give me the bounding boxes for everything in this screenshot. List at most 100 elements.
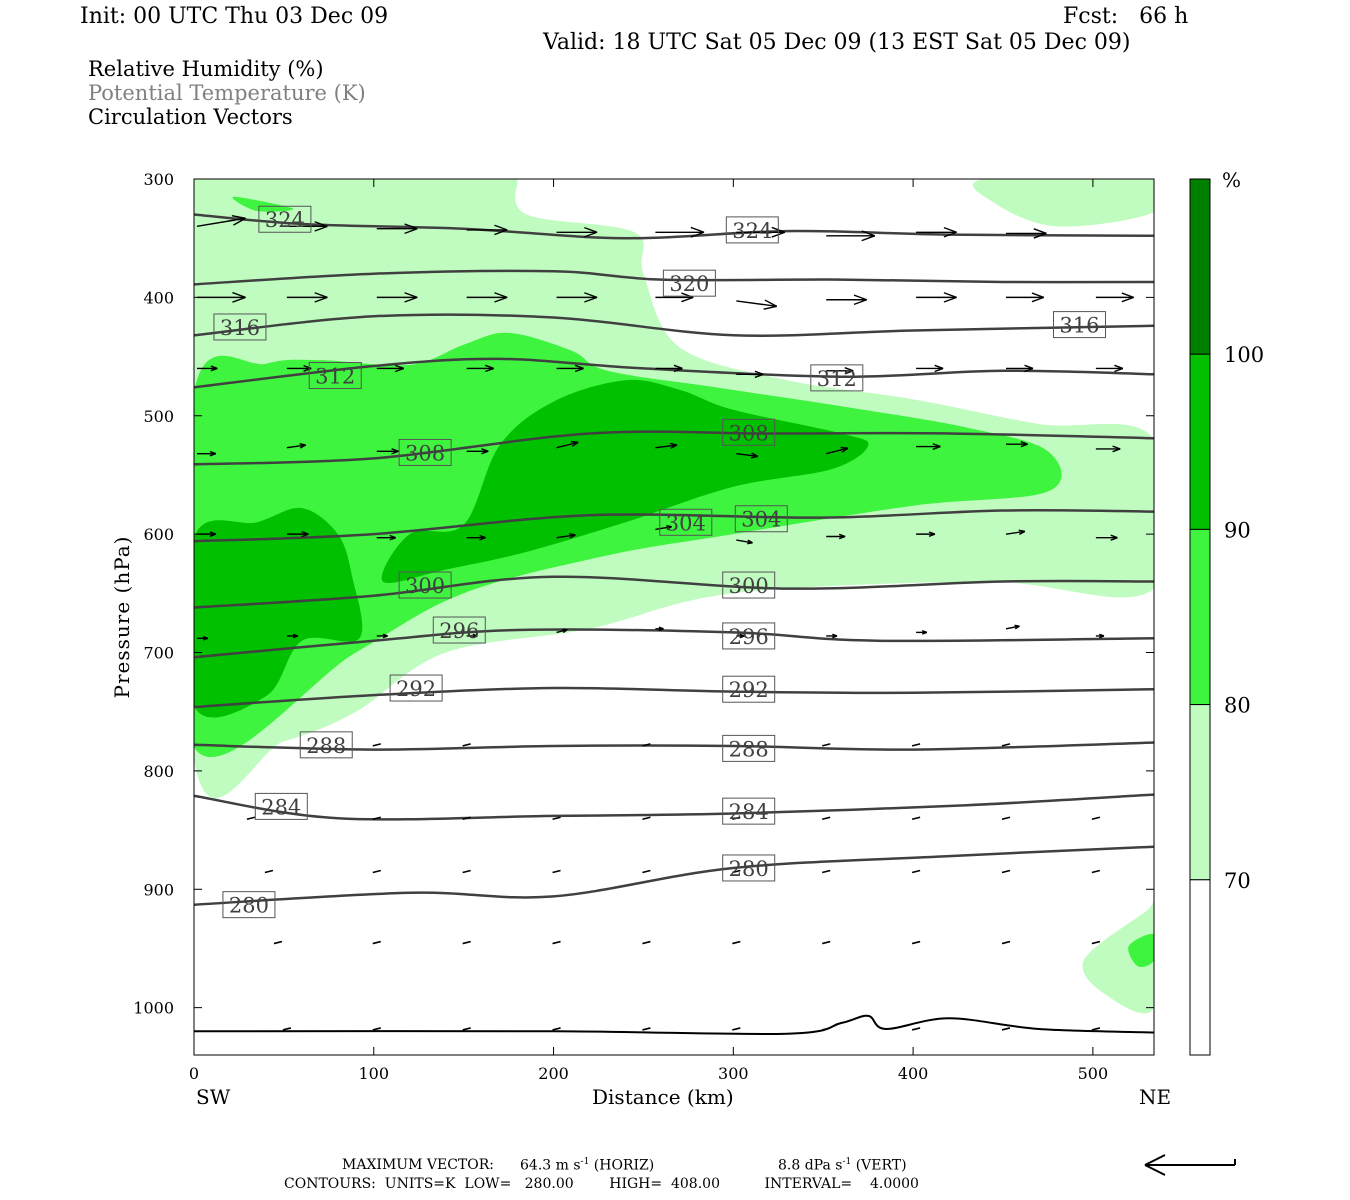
wind-vector [466,364,494,373]
wind-vector-small [282,1027,292,1031]
theta-label-text: 292 [396,677,436,701]
theta-contour-304 [194,508,1154,543]
wind-vector [1095,445,1121,453]
wind-vector [736,539,753,545]
wind-vector-small [552,940,561,945]
wind-vector [1005,364,1034,373]
forecast-hour: Fcst: 66 h [1063,4,1189,29]
y-tick-label: 600 [143,525,174,544]
theta-label: 312 [810,364,864,392]
theta-label: 312 [308,362,362,390]
wind-vector [655,626,664,632]
wind-vector-small [372,1027,381,1031]
wind-vector [655,364,683,373]
wind-vector-small [732,940,741,945]
theta-label-text: 296 [729,625,769,649]
wind-vector [466,633,478,639]
theta-contour-292 [194,686,1154,709]
wind-vector [376,448,399,455]
theta-label-text: 300 [405,574,445,598]
wind-vector [1005,624,1020,630]
theta-label-text: 308 [405,441,445,465]
wind-vector-small [732,869,741,874]
wind-vector [826,633,838,639]
wind-vector-small [732,1027,741,1031]
wind-vector [1095,633,1105,639]
wind-vector [655,442,678,449]
wind-vector-small [462,940,471,945]
wind-vector [376,292,418,303]
wind-vector [556,628,568,634]
theta-contour-288 [194,741,1154,751]
theta-label: 288 [299,731,353,759]
colorbar-label: 90 [1224,518,1251,542]
colorbar-segment [1189,704,1211,881]
theta-contour-324 [194,213,1154,240]
colorbar-label: 70 [1224,869,1251,893]
wind-vector-small [822,940,831,945]
wind-vector [466,224,508,236]
circulation-vectors [196,214,1134,1031]
theta-label: 304 [734,505,788,533]
y-tick-label: 500 [143,407,174,426]
wind-vector [826,533,846,540]
wind-vector [286,292,328,303]
theta-label: 320 [662,269,716,297]
wind-vector [376,364,405,373]
wind-vector [466,534,486,541]
x-tick-label: 500 [1078,1064,1109,1083]
rh-region-70 [1082,896,1154,1014]
wind-vector [286,364,312,372]
wind-vector-small [642,743,651,747]
theta-label: 300 [398,571,452,599]
wind-vector-small [822,1027,831,1031]
wind-vector-small [273,940,283,945]
theta-label-text: 312 [817,367,857,391]
theta-label: 292 [722,675,776,703]
wind-vector-small [552,1027,561,1031]
wind-vector [826,367,854,375]
theta-label-text: 308 [729,421,769,445]
theta-label: 284 [254,792,308,820]
wind-vector-small [372,940,381,945]
legend-vectors: Circulation Vectors [88,105,293,129]
wind-vector [916,531,936,537]
max-vector-vert: 8.8 dPa s-1 (VERT) [778,1157,907,1174]
wind-vector-small [372,816,381,821]
wind-vector [376,633,388,639]
wind-vector-small [372,869,381,874]
theta-label: 316 [1052,311,1106,339]
wind-vector [376,223,418,235]
theta-label: 296 [722,622,776,650]
max-vector-horiz: 64.3 m s-1 (HORIZ) [520,1157,655,1174]
x-tick-label: 0 [189,1064,199,1083]
humidity-shading [194,179,1154,1014]
wind-vector-small [822,816,831,821]
theta-label-text: 284 [261,795,301,819]
valid-time: Valid: 18 UTC Sat 05 Dec 09 (13 EST Sat … [543,30,1131,55]
wind-vector-small [642,940,651,945]
wind-vector-small [462,743,471,747]
wind-vector [1005,228,1047,239]
colorbar-segment [1189,353,1211,530]
theta-label-text: 320 [669,272,709,296]
colorbar-label: 80 [1224,694,1251,718]
theta-contour-312 [194,357,1154,389]
legend-rh: Relative Humidity (%) [88,57,324,81]
wind-vector-small [1001,940,1011,945]
reference-vector-arrow [1144,1154,1236,1176]
wind-vector-small [911,869,921,874]
wind-vector [655,226,705,238]
theta-contour-296 [194,628,1154,659]
legend-theta: Potential Temperature (K) [88,81,366,105]
wind-vector-small [552,816,561,821]
colorbar-label: 100 [1224,343,1264,367]
theta-label: 324 [258,205,312,233]
rh-region-90 [194,507,363,718]
wind-vector [1005,441,1028,448]
wind-vector-small [642,1027,651,1031]
wind-vector [916,443,941,450]
theta-label: 324 [725,216,779,244]
y-tick-label: 700 [143,644,174,663]
